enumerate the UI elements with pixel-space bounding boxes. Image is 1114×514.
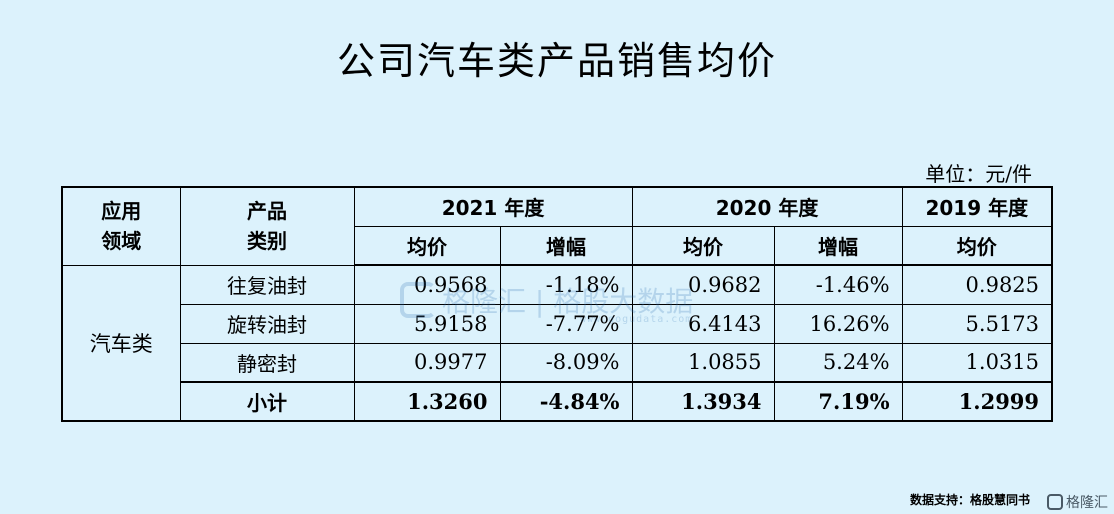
subtotal-price-2020: 1.3934 [631, 381, 775, 422]
header-row-2: 均价 增幅 均价 增幅 均价 [62, 225, 1053, 266]
table-row: 旋转油封 5.9158 -7.77% 6.4143 16.26% 5.5173 [62, 303, 1053, 344]
growth-2021-cell: -7.77% [499, 303, 633, 344]
price-2019-cell: 5.5173 [901, 303, 1053, 344]
table-row: 汽车类 往复油封 0.9568 -1.18% 0.9682 -1.46% 0.9… [61, 264, 1053, 422]
header-year-2021: 2021 年度 [353, 186, 633, 227]
header-year-2019: 2019 年度 [901, 186, 1053, 227]
header-category-line1: 产品 [247, 199, 287, 224]
price-2020-cell: 0.9682 [631, 264, 775, 305]
price-2019-cell: 1.0315 [901, 342, 1053, 383]
price-2021-cell: 0.9977 [353, 342, 501, 383]
price-2021-cell: 5.9158 [353, 303, 501, 344]
category-cell: 静密封 [179, 342, 355, 383]
page-title: 公司汽车类产品销售均价 [336, 39, 777, 83]
data-source-label: 数据支持：格股慧同书 [909, 493, 1030, 507]
header-growth-2020: 增幅 [773, 225, 903, 266]
header-row-1: 应用 领域 产品 类别 2021 年度 2020 年度 2019 年度 [61, 186, 1053, 266]
price-2020-cell: 1.0855 [631, 342, 775, 383]
growth-2020-cell: -1.46% [773, 264, 903, 305]
growth-2021-cell: -1.18% [499, 264, 633, 305]
price-2019-cell: 0.9825 [901, 264, 1053, 305]
header-application-line2: 领域 [101, 229, 142, 254]
header-growth-2021: 增幅 [499, 225, 633, 266]
header-avg-price-2021: 均价 [353, 225, 501, 266]
table-row: 静密封 0.9977 -8.09% 1.0855 5.24% 1.0315 [62, 342, 1053, 383]
subtotal-price-2019: 1.2999 [901, 381, 1053, 422]
category-cell: 旋转油封 [179, 303, 355, 344]
header-year-2020: 2020 年度 [631, 186, 903, 227]
unit-label: 单位：元/件 [925, 162, 1032, 186]
application-cell: 汽车类 [61, 264, 181, 422]
brand-logo-icon [1047, 494, 1063, 510]
header-category: 产品 类别 [179, 186, 355, 266]
subtotal-growth-2021: -4.84% [499, 381, 633, 422]
growth-2020-cell: 16.26% [773, 303, 903, 344]
header-avg-price-2019: 均价 [901, 225, 1053, 266]
price-table: 应用 领域 产品 类别 2021 年度 2020 年度 2019 年度 均价 增… [61, 186, 1054, 422]
footer-logo: 格隆汇 [1047, 492, 1108, 512]
category-cell: 往复油封 [179, 264, 355, 305]
header-avg-price-2020: 均价 [631, 225, 775, 266]
header-application: 应用 领域 [61, 186, 181, 266]
price-2021-cell: 0.9568 [353, 264, 501, 305]
subtotal-label: 小计 [179, 381, 355, 422]
growth-2021-cell: -8.09% [499, 342, 633, 383]
price-2020-cell: 6.4143 [631, 303, 775, 344]
footer-logo-text: 格隆汇 [1066, 495, 1108, 511]
header-category-line2: 类别 [247, 229, 287, 254]
subtotal-growth-2020: 7.19% [773, 381, 903, 422]
subtotal-row: 小计 1.3260 -4.84% 1.3934 7.19% 1.2999 [62, 381, 1053, 422]
growth-2020-cell: 5.24% [773, 342, 903, 383]
header-application-line1: 应用 [101, 199, 142, 224]
subtotal-price-2021: 1.3260 [353, 381, 501, 422]
